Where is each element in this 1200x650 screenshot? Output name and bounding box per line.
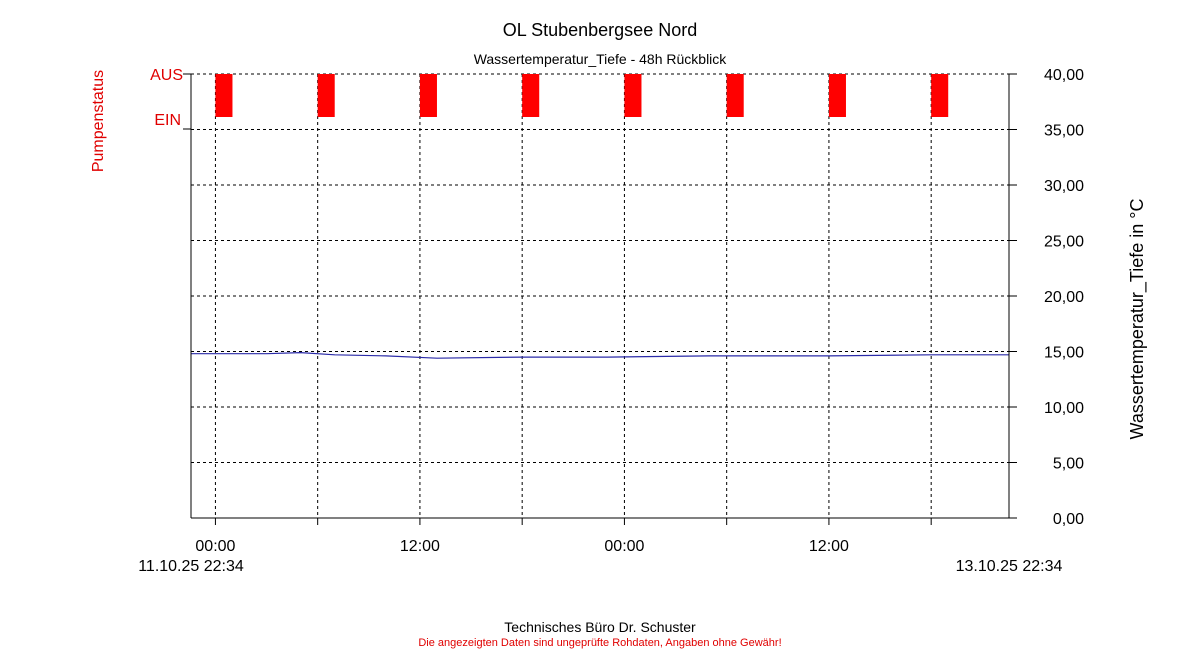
x-range-start-label: 11.10.25 22:34 xyxy=(138,558,244,575)
y-tick-label: 30,00 xyxy=(1044,178,1084,195)
pump-status-off-label: AUS xyxy=(150,67,183,84)
y-tick-label: 0,00 xyxy=(1053,511,1084,528)
temperature-series xyxy=(191,351,1009,359)
pump-on-bar xyxy=(828,74,846,117)
pump-on-bar xyxy=(726,74,744,117)
pump-on-bar xyxy=(522,74,540,117)
y-tick-label: 35,00 xyxy=(1044,123,1084,140)
y-tick-label: 25,00 xyxy=(1044,234,1084,251)
x-tick-label: 12:00 xyxy=(809,538,849,555)
y-tick-label: 10,00 xyxy=(1044,400,1084,417)
x-range-end-label: 13.10.25 22:34 xyxy=(956,558,1063,575)
temperature-line xyxy=(191,351,1009,359)
axes xyxy=(183,73,1017,525)
pump-on-bar xyxy=(419,74,437,117)
y-tick-labels: 0,00 5,00 10,00 15,00 20,00 25,00 30,00 35,00 40… xyxy=(1044,67,1084,528)
y-tick-label: 5,00 xyxy=(1053,456,1084,473)
y-tick-label: 15,00 xyxy=(1044,345,1084,362)
chart-title: OL Stubenbergsee Nord xyxy=(503,20,697,40)
y-tick-label: 40,00 xyxy=(1044,67,1084,84)
x-tick-label: 00:00 xyxy=(604,538,644,555)
y-tick-label: 20,00 xyxy=(1044,289,1084,306)
x-tick-label: 12:00 xyxy=(400,538,440,555)
pump-on-bar xyxy=(317,74,335,117)
pump-on-bar xyxy=(624,74,642,117)
pump-on-bar xyxy=(215,74,233,117)
pump-status-on-label: EIN xyxy=(154,112,181,129)
x-tick-label: 00:00 xyxy=(195,538,235,555)
y-axis-right-label: Wassertemperatur_Tiefe in °C xyxy=(1127,199,1148,440)
chart-subtitle: Wassertemperatur_Tiefe - 48h Rückblick xyxy=(474,51,728,67)
grid xyxy=(191,73,1010,518)
y-axis-left-label: Pumpenstatus xyxy=(90,70,107,172)
pump-status-bars xyxy=(215,74,949,117)
footer-disclaimer: Die angezeigten Daten sind ungeprüfte Ro… xyxy=(418,637,781,649)
pump-on-bar xyxy=(931,74,949,117)
footer-company: Technisches Büro Dr. Schuster xyxy=(504,619,696,635)
x-tick-labels: 00:00 12:00 00:00 12:00 xyxy=(195,538,849,555)
